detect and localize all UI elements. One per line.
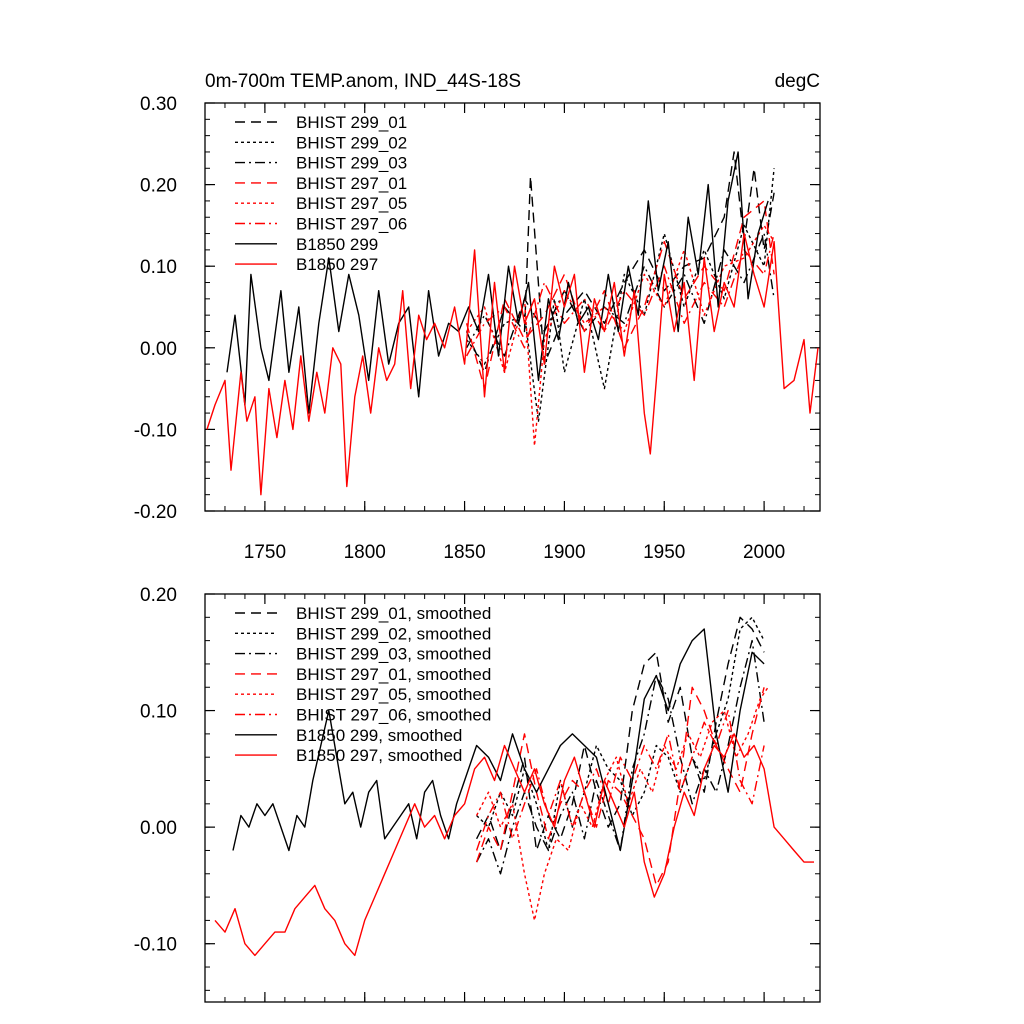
series-line-b1850-299 — [226, 151, 769, 414]
legend-label: BHIST 299_03 — [296, 154, 407, 173]
y-tick-label: -0.20 — [134, 502, 177, 523]
legend-label: B1850 297, smoothed — [296, 746, 462, 765]
y-tick-label: 0.00 — [140, 818, 177, 839]
series-line-b1850-297 — [206, 232, 819, 496]
x-tick-label: 1950 — [643, 542, 685, 563]
x-tick-label: 1850 — [443, 542, 485, 563]
legend-label: BHIST 297_05 — [296, 194, 407, 213]
y-tick-label: 0.10 — [140, 257, 177, 278]
series-line-bhist-297-06-smoothed — [475, 709, 765, 851]
legend-label: BHIST 299_01 — [296, 113, 407, 132]
series-line-bhist-297-01 — [465, 200, 775, 390]
series-line-b1850-299-smoothed — [232, 628, 765, 852]
legend-label: BHIST 299_02 — [296, 133, 407, 152]
y-tick-label: 0.20 — [140, 176, 177, 197]
y-tick-label: 0.00 — [140, 339, 177, 360]
x-axis: 1750 1800 1850 1900 1950 2000 — [244, 103, 785, 563]
y-tick-label: -0.10 — [134, 935, 177, 956]
legend-label: BHIST 297_06, smoothed — [296, 706, 491, 725]
y-axis: -0.20 -0.10 0.00 0.10 0.20 0.30 — [134, 94, 820, 523]
legend-label: BHIST 297_01 — [296, 174, 407, 193]
legend-label: B1850 299, smoothed — [296, 726, 462, 745]
series-line-bhist-299-02-smoothed — [476, 616, 765, 852]
top-panel-units: degC — [775, 71, 820, 92]
x-tick-label: 1750 — [244, 542, 286, 563]
series-group — [206, 151, 819, 496]
x-tick-label: 2000 — [743, 542, 785, 563]
series-line-b1850-297-smoothed — [214, 733, 814, 957]
y-tick-label: 0.10 — [140, 702, 177, 723]
x-tick-label: 1800 — [344, 542, 386, 563]
legend-label: BHIST 297_06 — [296, 215, 407, 234]
top-panel-title: 0m-700m TEMP.anom, IND_44S-18S — [205, 71, 521, 92]
series-line-bhist-297-01-smoothed — [475, 686, 765, 887]
series-group — [214, 616, 814, 957]
top-panel: 0m-700m TEMP.anom, IND_44S-18S degC 1750… — [134, 71, 821, 563]
legend-label: BHIST 299_01, smoothed — [296, 604, 491, 623]
y-tick-label: 0.20 — [140, 585, 177, 606]
y-tick-label: -0.10 — [134, 420, 177, 441]
x-tick-label: 1900 — [543, 542, 585, 563]
legend-label: B1850 297 — [296, 255, 378, 274]
series-line-bhist-299-01-smoothed — [475, 616, 765, 852]
legend-label: BHIST 299_02, smoothed — [296, 624, 491, 643]
series-line-bhist-297-05-smoothed — [475, 686, 769, 922]
y-tick-label: 0.30 — [140, 94, 177, 115]
legend-label: BHIST 297_01, smoothed — [296, 665, 491, 684]
plot-frame — [204, 593, 821, 1003]
x-axis — [264, 594, 765, 1002]
series-line-bhist-299-01 — [465, 151, 775, 373]
legend-label: B1850 299 — [296, 235, 378, 254]
legend-label: BHIST 299_03, smoothed — [296, 645, 491, 664]
plot-frame — [204, 102, 821, 512]
legend-label: BHIST 297_05, smoothed — [296, 685, 491, 704]
